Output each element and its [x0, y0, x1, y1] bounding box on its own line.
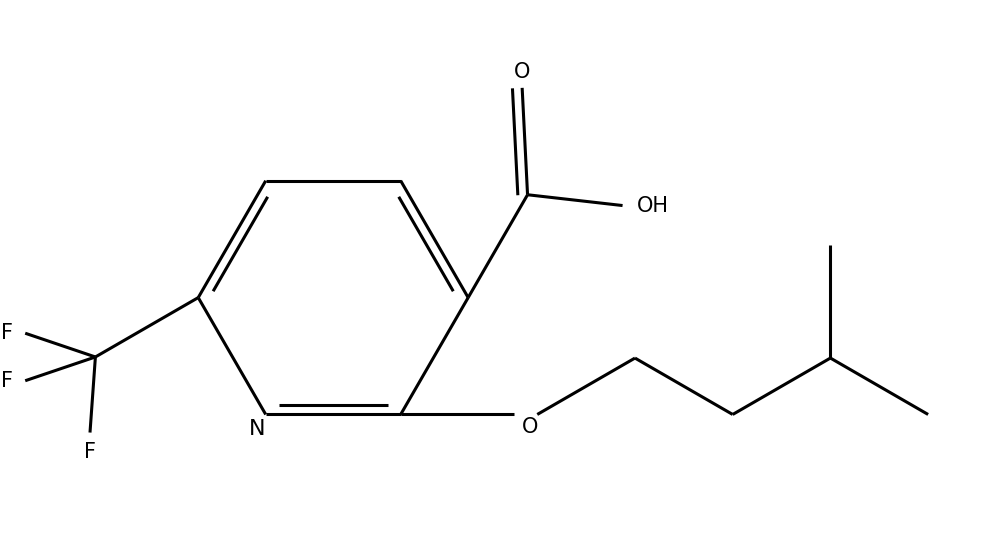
- Text: N: N: [249, 418, 265, 438]
- Text: F: F: [1, 323, 13, 343]
- Text: F: F: [1, 371, 13, 391]
- Text: F: F: [84, 442, 96, 462]
- Text: OH: OH: [636, 195, 668, 215]
- Text: O: O: [514, 62, 530, 82]
- Text: O: O: [521, 417, 538, 437]
